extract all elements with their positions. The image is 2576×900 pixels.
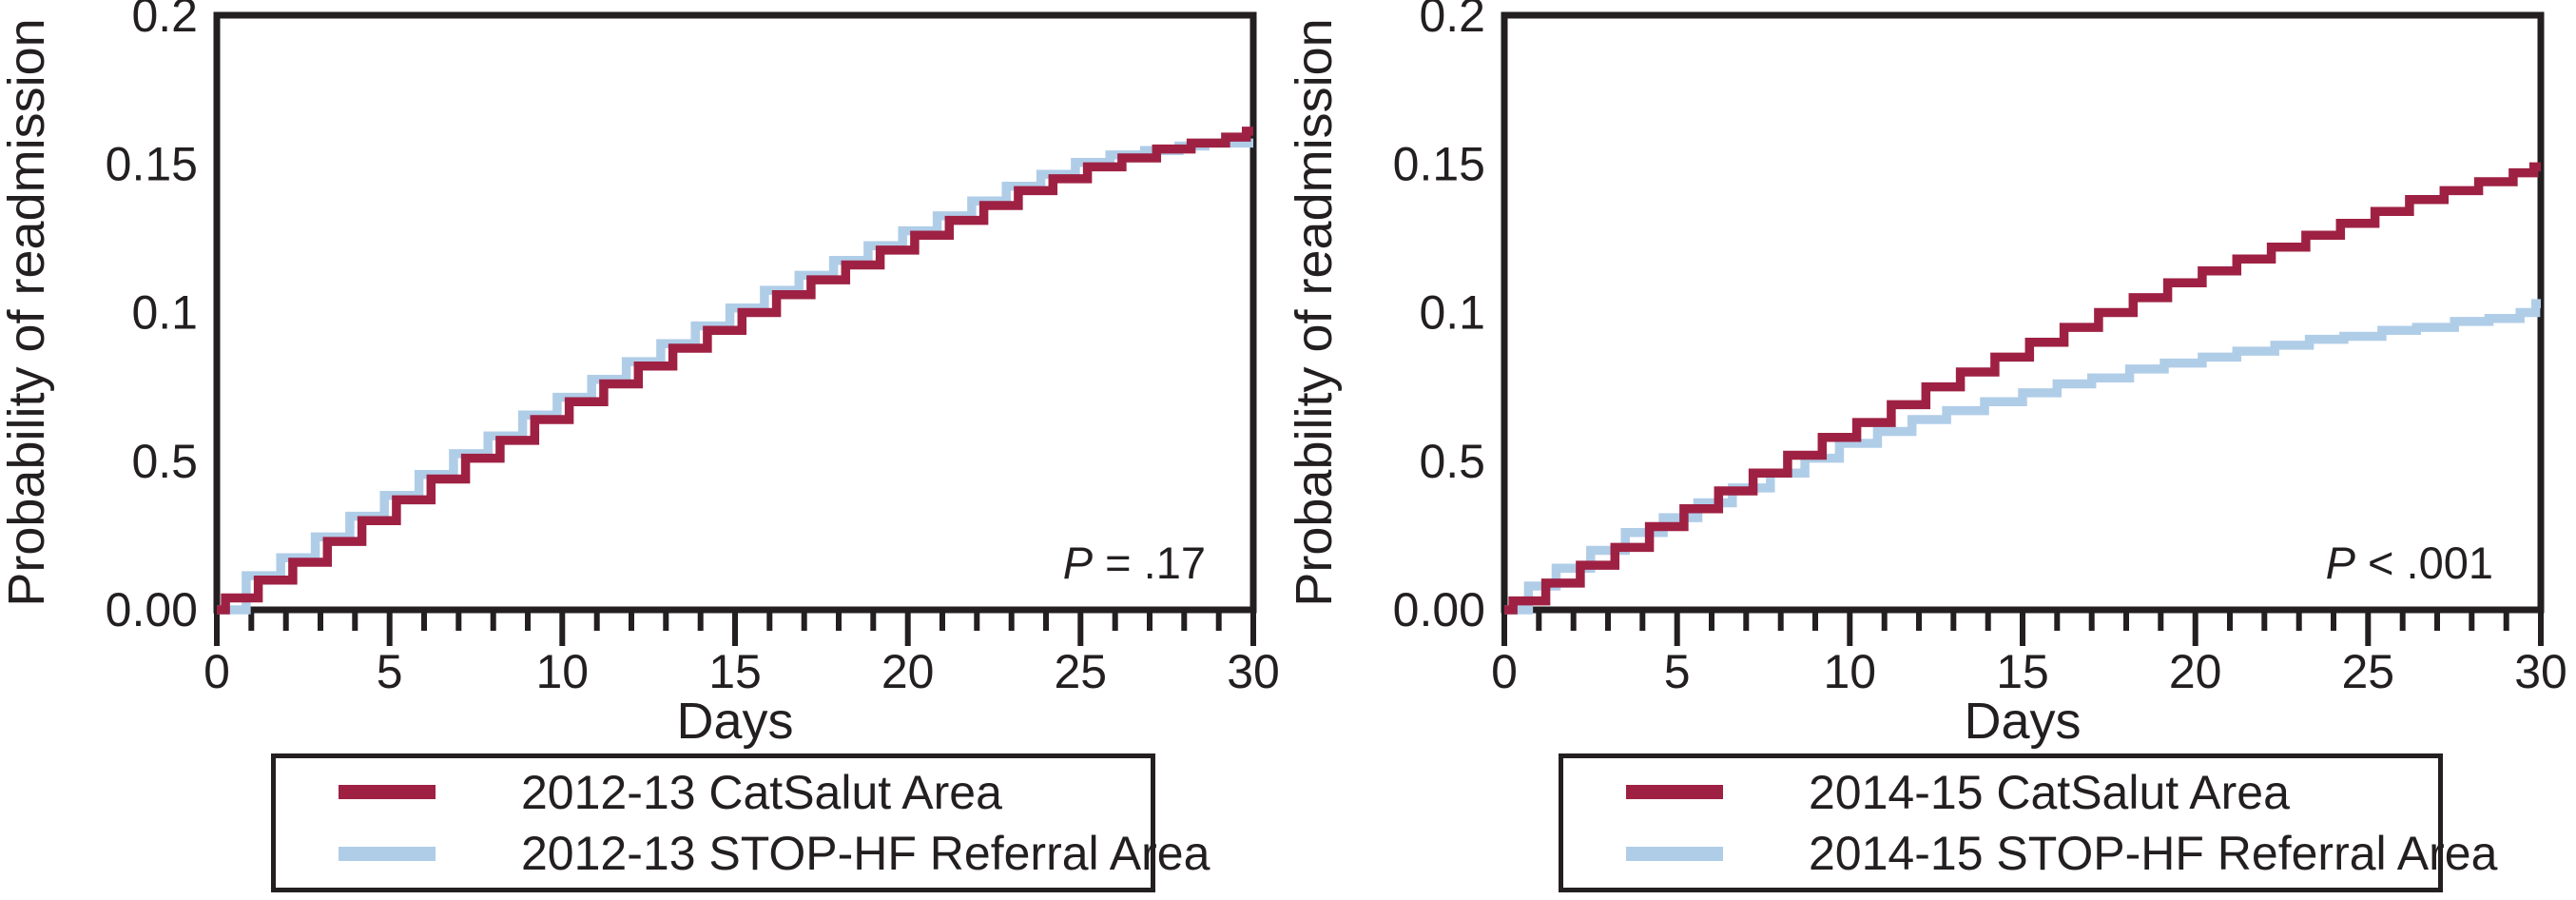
- legend-swatch-2014-15-stop-hf-referral-area: [1626, 846, 1723, 861]
- legend-item: 2012-13 STOP-HF Referral Area: [339, 826, 1210, 881]
- x-tick-label: 5: [1664, 645, 1691, 698]
- y-tick-label: 0.5: [1419, 435, 1485, 488]
- p-value-symbol: P: [1063, 538, 1094, 588]
- series-2012-13-stop-hf-referral-area: [217, 138, 1253, 615]
- plot-box: [1501, 11, 2545, 614]
- y-tick-label: 0.15: [1393, 137, 1485, 190]
- legend-swatch-2012-13-catsalut-area: [339, 785, 436, 800]
- y-tick-label: 0.5: [131, 435, 198, 488]
- legend-item: 2014-15 STOP-HF Referral Area: [1626, 826, 2497, 881]
- panel-2014-15: 0 5 10 15 20 25 30 0.00 0.5 0.1 0.15 0.2 Days Probabi…: [1288, 0, 2575, 900]
- p-value-symbol: P: [2326, 538, 2356, 588]
- y-axis-title: Probability of readmission: [0, 18, 55, 606]
- p-value-annotation: P < .001: [2326, 538, 2493, 588]
- chart-2014-15: 0 5 10 15 20 25 30 0.00 0.5 0.1 0.15 0.2 Days Probabi…: [1288, 0, 2567, 750]
- x-tick-label: 0: [1491, 645, 1518, 698]
- legend-label: 2014-15 STOP-HF Referral Area: [1809, 827, 2498, 881]
- p-value-text: < .001: [2355, 538, 2493, 588]
- legend-item: 2014-15 CatSalut Area: [1626, 765, 2438, 820]
- x-tick-label: 30: [2514, 645, 2567, 698]
- x-tick-label: 25: [2341, 645, 2394, 698]
- plot-box: [213, 11, 1257, 614]
- series-2014-15-catsalut-area: [1504, 162, 2541, 615]
- x-tick-label: 25: [1054, 645, 1107, 698]
- y-tick-label: 0.1: [131, 286, 198, 340]
- p-value-text: = .17: [1093, 538, 1206, 588]
- legend-item: 2012-13 CatSalut Area: [339, 765, 1151, 820]
- x-tick-label: 5: [377, 645, 403, 698]
- x-tick-label: 10: [535, 645, 589, 698]
- p-value-annotation: P = .17: [1063, 538, 1206, 588]
- x-axis-title: Days: [676, 693, 793, 750]
- x-tick-label: 15: [1996, 645, 2049, 698]
- y-tick-label: 0.1: [1419, 286, 1485, 340]
- y-tick-label: 0.00: [1393, 583, 1485, 636]
- legend-label: 2014-15 CatSalut Area: [1809, 765, 2290, 819]
- panel-2012-13: 0 5 10 15 20 25 30 0.00 0.5 0.1 0.15 0.2 Days Probabi…: [0, 0, 1280, 892]
- y-tick-label: 0.2: [131, 0, 198, 42]
- x-tick-label: 20: [881, 645, 935, 698]
- legend-2012-13: 2012-13 CatSalut Area 2012-13 STOP-HF Ref…: [271, 753, 1210, 892]
- x-tick-label: 15: [708, 645, 762, 698]
- legend-label: 2012-13 STOP-HF Referral Area: [521, 827, 1211, 881]
- legend-swatch-2012-13-stop-hf-referral-area: [339, 846, 436, 861]
- x-tick-label: 30: [1227, 645, 1280, 698]
- x-tick-label: 0: [203, 645, 230, 698]
- x-tick-label: 20: [2169, 645, 2222, 698]
- y-tick-label: 0.15: [106, 137, 198, 190]
- legend-2014-15: 2014-15 CatSalut Area 2014-15 STOP-HF Ref…: [1559, 753, 2497, 892]
- series-2014-15-stop-hf-referral-area: [1504, 299, 2541, 615]
- y-axis-title: Probability of readmission: [1288, 18, 1343, 606]
- legend-label: 2012-13 CatSalut Area: [521, 765, 1002, 819]
- chart-2012-13: 0 5 10 15 20 25 30 0.00 0.5 0.1 0.15 0.2 Days Probabi…: [0, 0, 1280, 750]
- series-2012-13-catsalut-area: [217, 127, 1253, 615]
- y-tick-label: 0.2: [1419, 0, 1485, 42]
- x-tick-label: 10: [1823, 645, 1876, 698]
- legend-swatch-2014-15-catsalut-area: [1626, 785, 1723, 800]
- y-tick-label: 0.00: [106, 583, 198, 636]
- x-axis-title: Days: [1964, 693, 2081, 750]
